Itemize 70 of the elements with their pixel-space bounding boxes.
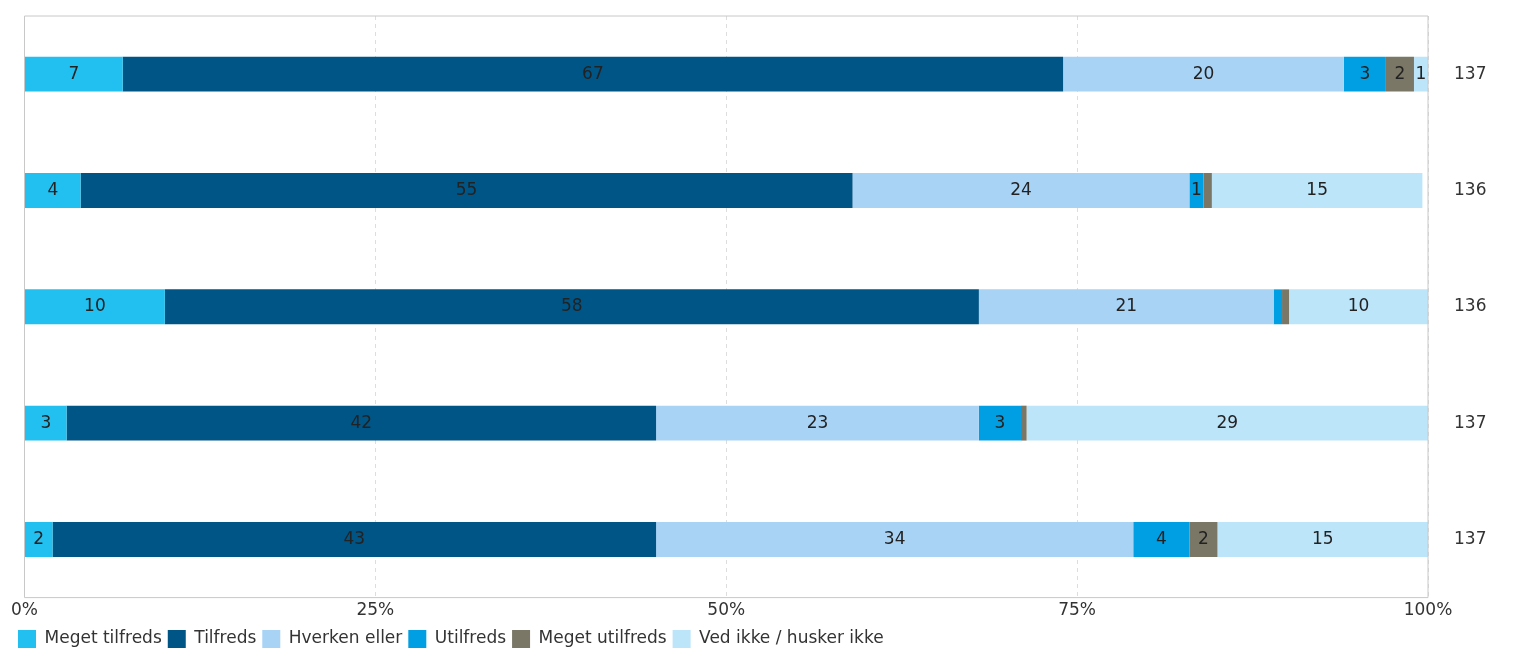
bar [80, 173, 853, 208]
data-label: 2 [1394, 62, 1406, 83]
data-label: 55 [455, 178, 478, 199]
data-label: 43 [343, 527, 366, 548]
data-label: 10 [84, 295, 106, 316]
bar [122, 56, 1064, 92]
data-label: 7 [68, 62, 80, 83]
data-label: 1 [1415, 62, 1427, 83]
data-label: 10 [1347, 295, 1370, 316]
bar [1282, 289, 1290, 325]
bar [1343, 56, 1386, 92]
data-label: 4 [1155, 527, 1167, 548]
x-tick-label: 75% [1058, 599, 1097, 620]
bar [1189, 521, 1218, 557]
bar [1211, 173, 1423, 208]
bar [1203, 173, 1212, 208]
data-label: 42 [350, 411, 373, 432]
bar [978, 405, 1021, 441]
bar [164, 289, 979, 325]
data-label: 58 [561, 295, 583, 316]
legend-label: Hverken eller [288, 627, 403, 648]
data-label: 3 [1359, 62, 1371, 83]
data-label: 24 [1010, 178, 1032, 199]
bar [1133, 521, 1190, 557]
bar [978, 289, 1274, 325]
x-tick-label: 25% [356, 599, 395, 620]
text: 136 [1454, 295, 1487, 316]
data-label: 29 [1216, 411, 1239, 432]
data-label: 34 [883, 527, 906, 548]
legend-label: Ved ikke / husker ikke [699, 627, 884, 648]
legend-label: Meget tilfreds [44, 627, 162, 648]
bar [66, 405, 657, 441]
bar [1217, 521, 1428, 557]
bar [656, 521, 1134, 557]
bar [1289, 289, 1428, 325]
data-label: 3 [994, 411, 1006, 432]
bar [852, 173, 1190, 208]
bar [24, 56, 123, 92]
bar [1273, 289, 1283, 325]
data-label: 2 [33, 527, 45, 548]
data-label: 4 [47, 178, 59, 199]
bar [1385, 56, 1414, 92]
legend-label: Tilfreds [193, 627, 257, 648]
x-tick-label: 0% [10, 599, 38, 620]
data-label: 2 [1198, 527, 1209, 548]
data-label: 1 [1191, 178, 1202, 199]
legend-label: Utilfreds [434, 627, 507, 648]
data-label: 23 [806, 411, 829, 432]
bar [24, 521, 53, 557]
data-label: 20 [1192, 62, 1215, 83]
data-label: 15 [1306, 178, 1328, 199]
bar [1026, 405, 1428, 441]
text: 137 [1454, 62, 1487, 83]
x-tick-label: 100% [1403, 599, 1453, 620]
data-label: 21 [1115, 295, 1138, 316]
bar [52, 521, 657, 557]
bar [656, 405, 979, 441]
data-label: 15 [1311, 527, 1334, 548]
x-tick-label: 50% [707, 599, 746, 620]
bar [24, 173, 81, 208]
text: 136 [1454, 178, 1487, 199]
bar [1063, 56, 1344, 92]
text: 137 [1454, 527, 1487, 548]
data-label: 3 [40, 411, 52, 432]
bar [24, 289, 165, 325]
bar [1020, 405, 1027, 441]
data-label: 67 [582, 62, 604, 83]
text: 137 [1454, 411, 1487, 432]
bar [24, 405, 67, 441]
legend-label: Meget utilfreds [538, 627, 667, 648]
